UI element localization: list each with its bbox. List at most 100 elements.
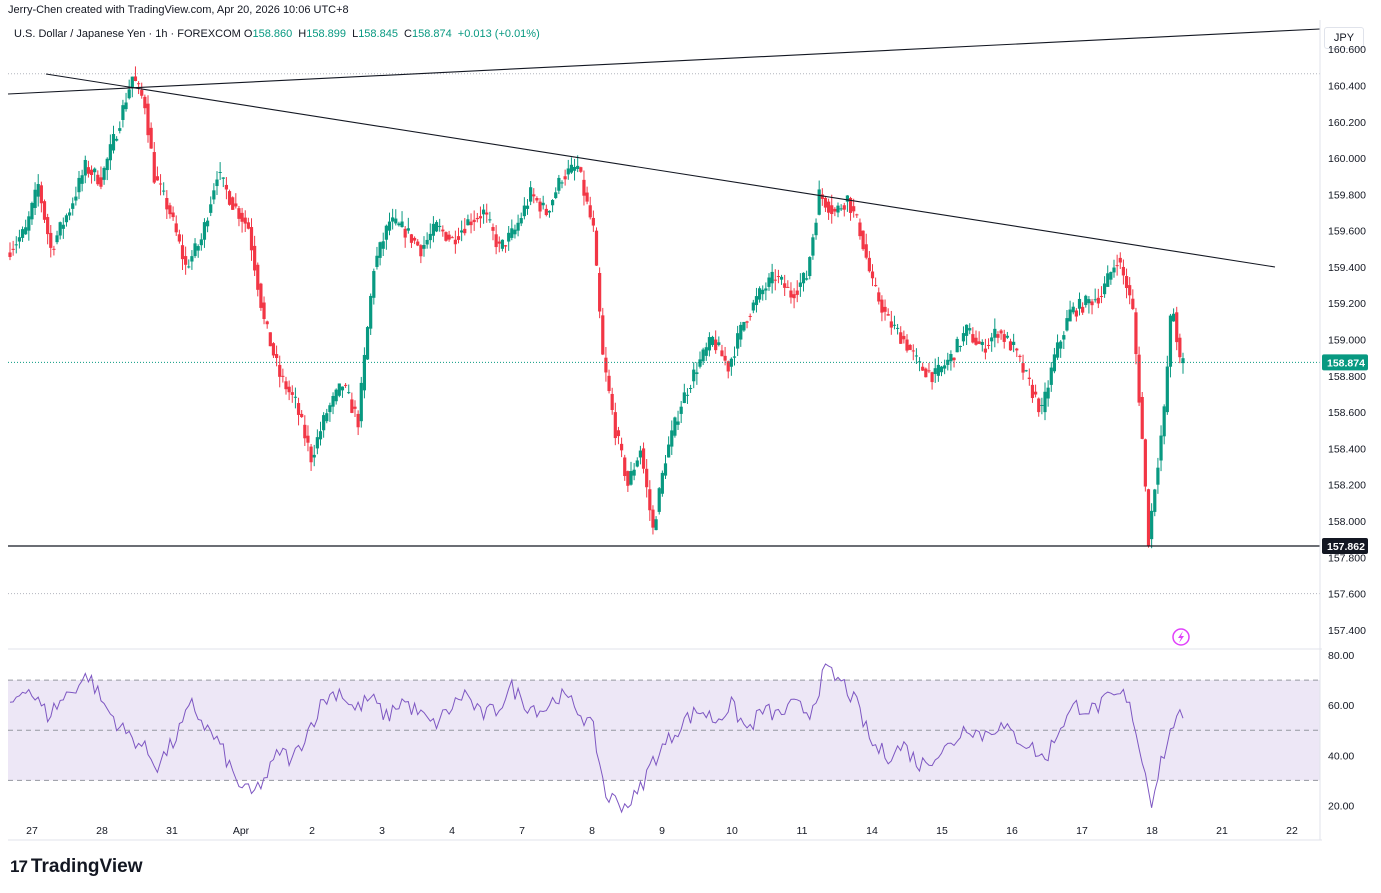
candle — [1115, 254, 1119, 276]
price-tick-label: 157.600 — [1328, 589, 1366, 601]
candle — [64, 213, 69, 227]
candle-body — [466, 219, 470, 226]
candle — [604, 347, 608, 382]
candle — [469, 213, 473, 234]
candle — [886, 308, 890, 316]
candle-body — [202, 222, 207, 240]
candle-body — [409, 234, 414, 243]
candle — [93, 167, 97, 182]
candle — [369, 293, 373, 335]
candle — [889, 310, 893, 335]
change-value: +0.013 (+0.01%) — [457, 28, 540, 40]
candle — [710, 335, 715, 347]
candle — [663, 455, 668, 479]
candle — [303, 415, 307, 446]
candle-body — [1146, 489, 1151, 546]
candle — [378, 241, 382, 266]
candle — [287, 380, 291, 401]
candle-body — [180, 245, 185, 260]
candle — [516, 214, 520, 237]
candle-body — [425, 239, 429, 245]
candle — [343, 383, 348, 388]
currency-button[interactable]: JPY — [1324, 27, 1364, 49]
candle-body — [927, 370, 931, 372]
candle — [651, 505, 655, 535]
candle — [20, 226, 25, 242]
candle — [990, 332, 994, 352]
candle-body — [855, 214, 859, 216]
candle-body — [547, 210, 552, 213]
candle — [961, 326, 966, 346]
candle-body — [1059, 341, 1063, 349]
candle-body — [419, 245, 423, 257]
candle — [688, 384, 693, 393]
candle-body — [557, 177, 561, 191]
candle — [168, 202, 172, 219]
candle — [648, 480, 652, 521]
candle — [883, 299, 887, 321]
candle — [143, 94, 147, 115]
candle-body — [400, 221, 404, 228]
candle-body — [1153, 489, 1157, 512]
candle-body — [325, 413, 329, 422]
candle — [243, 210, 247, 233]
candle-body — [83, 159, 87, 176]
candle — [779, 274, 784, 285]
candle-body — [315, 437, 319, 449]
candle — [858, 218, 862, 240]
candle — [993, 318, 997, 348]
candle — [337, 383, 341, 398]
candle-body — [654, 519, 658, 531]
candle — [488, 211, 492, 223]
rsi-tick-label: 40.00 — [1328, 750, 1354, 762]
candle — [930, 371, 934, 390]
candle — [692, 362, 696, 389]
candle-body — [105, 158, 109, 171]
candle — [510, 219, 514, 241]
candle-body — [588, 205, 592, 218]
candle-body — [748, 315, 752, 317]
symbol-name[interactable]: U.S. Dollar / Japanese Yen · 1h · FOREXC… — [14, 28, 241, 40]
candle-body — [1093, 299, 1097, 301]
candle-body — [1062, 335, 1066, 340]
candle — [870, 264, 875, 287]
candle-body — [632, 469, 636, 476]
candle-body — [952, 357, 956, 361]
candle-body — [789, 290, 793, 298]
rsi-tick-label: 60.00 — [1328, 700, 1354, 712]
candle — [867, 251, 871, 273]
candle-body — [977, 341, 981, 344]
candle-body — [503, 245, 508, 247]
candle-body — [751, 302, 755, 311]
candle — [431, 216, 436, 243]
candle-body — [767, 277, 771, 287]
candle — [588, 196, 592, 220]
candle — [814, 218, 818, 240]
price-tick-label: 159.600 — [1328, 226, 1366, 238]
candle-body — [1134, 312, 1138, 355]
candle — [1030, 379, 1035, 403]
candle — [231, 196, 235, 210]
candle-body — [431, 223, 436, 236]
candle — [1021, 354, 1025, 380]
candle — [657, 486, 661, 515]
candle-body — [955, 338, 959, 353]
candle — [328, 402, 332, 422]
candle-body — [485, 212, 489, 215]
candle — [174, 215, 178, 236]
candle-body — [1171, 313, 1176, 322]
candle — [55, 230, 59, 245]
flash-icon-bolt — [1178, 631, 1184, 643]
candle — [921, 362, 925, 371]
candle-body — [378, 242, 382, 258]
candle — [121, 99, 125, 128]
tradingview-brand[interactable]: 17 TradingView — [10, 856, 143, 878]
candle — [591, 210, 595, 232]
candle-body — [961, 333, 966, 342]
candle — [1178, 333, 1182, 364]
candle — [902, 330, 906, 344]
candle — [409, 233, 414, 248]
candle — [986, 338, 991, 350]
candle-body — [892, 324, 897, 326]
